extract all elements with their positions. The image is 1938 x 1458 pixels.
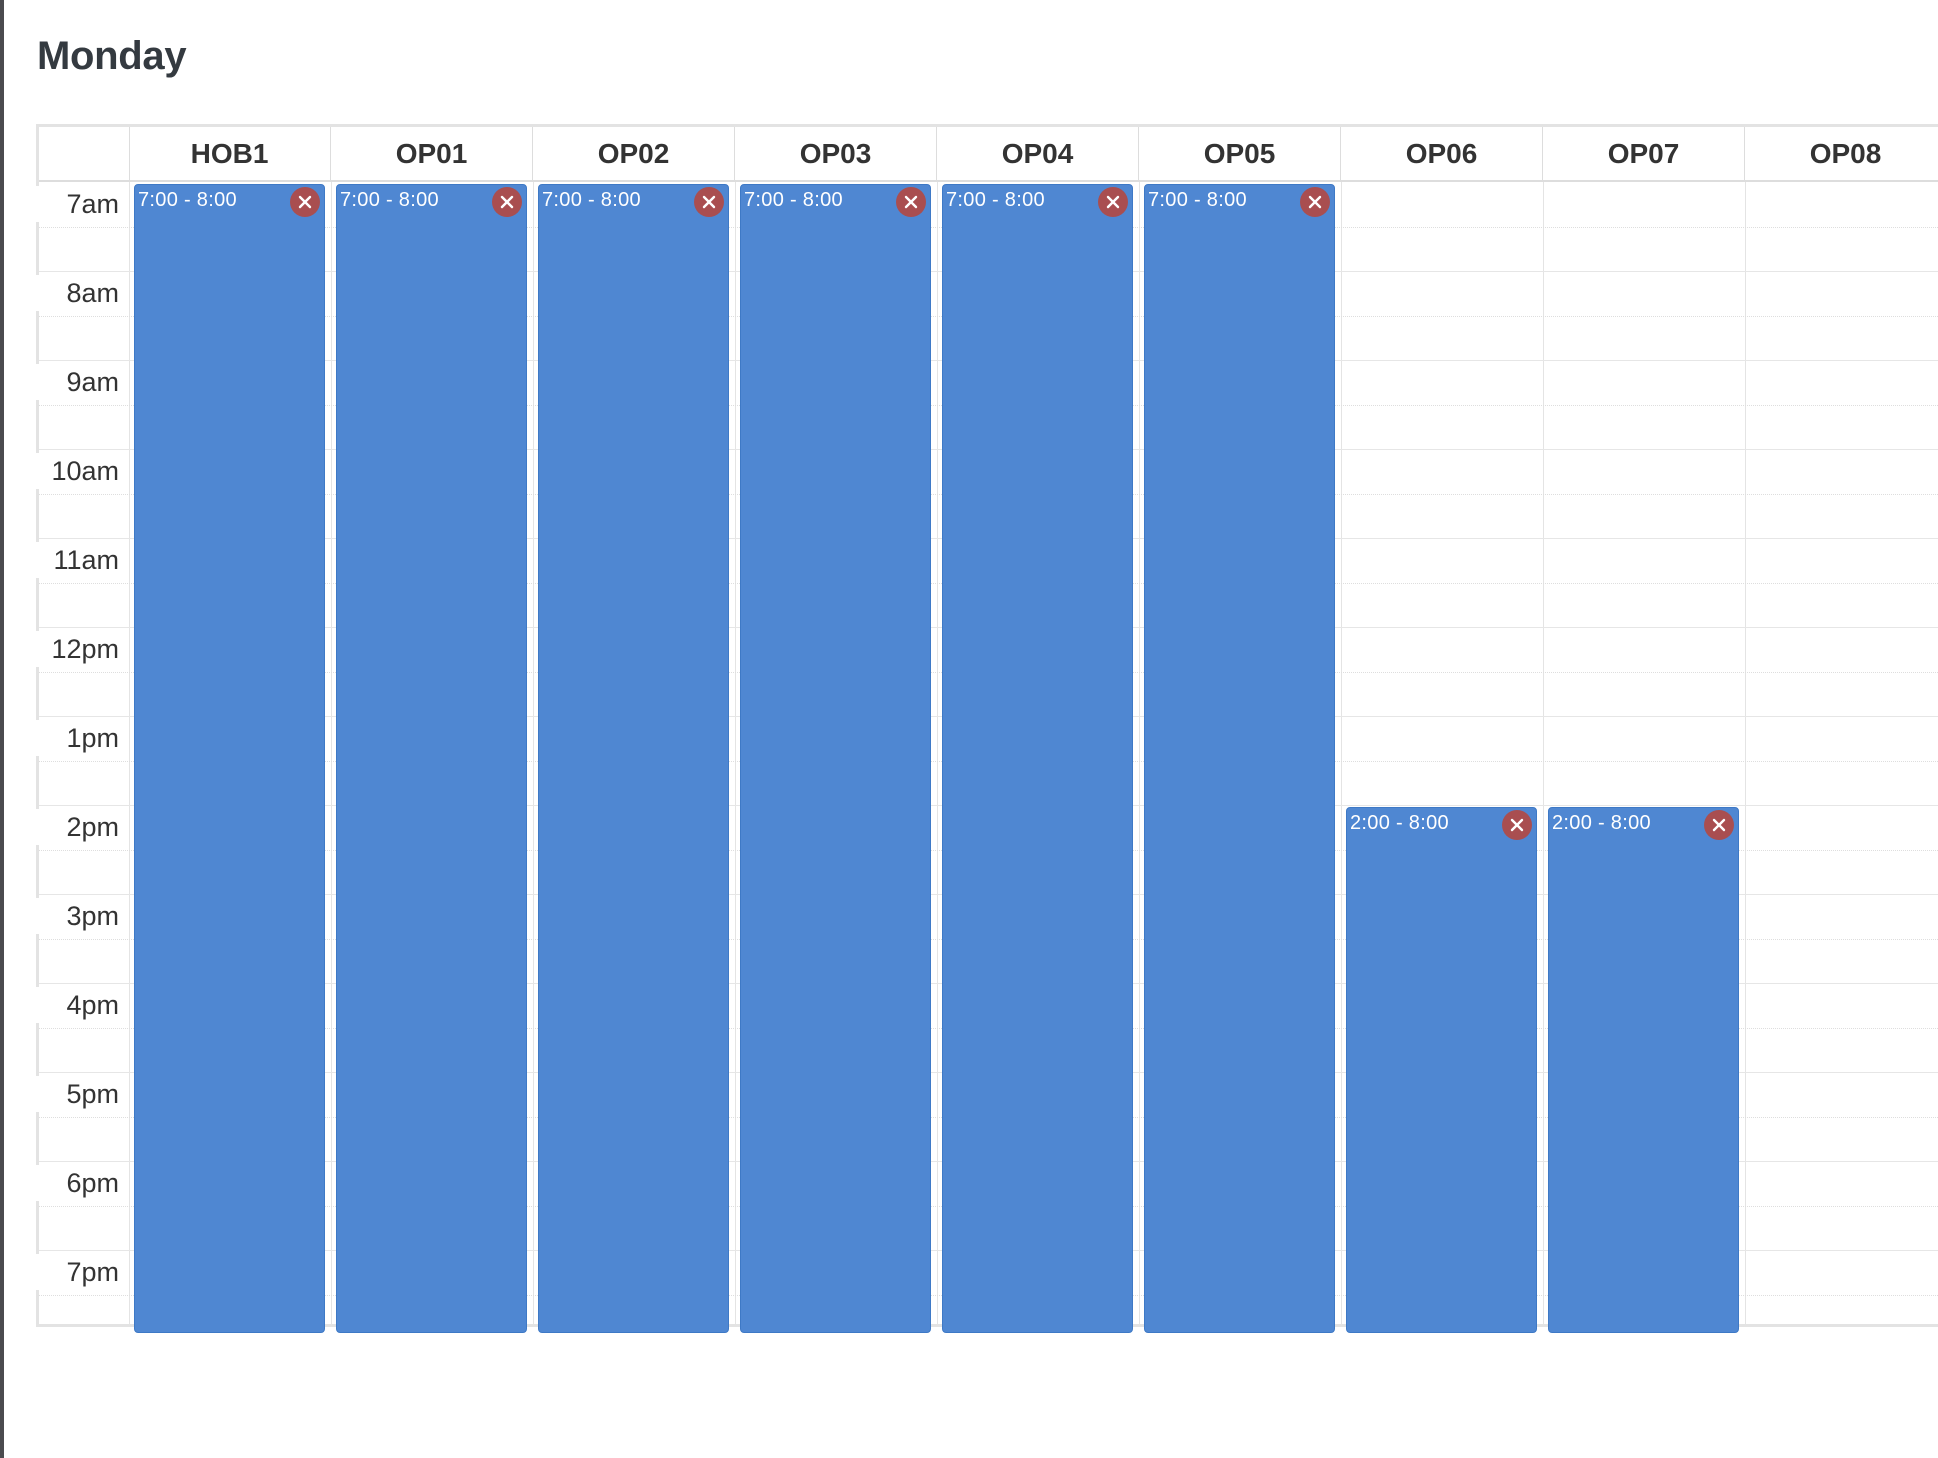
close-icon[interactable] [492, 187, 522, 217]
column-divider [129, 182, 130, 1324]
event-time-label: 7:00 - 8:00 [744, 189, 843, 211]
column-header-op03: OP03 [735, 127, 937, 180]
time-label-7pm: 7pm [34, 1254, 119, 1290]
event-time-label: 2:00 - 8:00 [1552, 812, 1651, 834]
column-header-op01: OP01 [331, 127, 533, 180]
column-divider [937, 182, 938, 1324]
calendar-header-row: HOB1 OP01 OP02 OP03 OP04 OP05 OP06 OP07 OP08 [39, 127, 1938, 182]
close-icon[interactable] [1300, 187, 1330, 217]
event-time-label: 7:00 - 8:00 [542, 189, 641, 211]
event-block-op07[interactable]: 2:00 - 8:00 [1548, 807, 1739, 1333]
column-divider [533, 182, 534, 1324]
time-label-8am: 8am [34, 275, 119, 311]
event-block-op02[interactable]: 7:00 - 8:00 [538, 184, 729, 1333]
event-time-label: 7:00 - 8:00 [946, 189, 1045, 211]
close-icon[interactable] [1502, 810, 1532, 840]
close-icon[interactable] [1098, 187, 1128, 217]
time-label-3pm: 3pm [34, 898, 119, 934]
close-icon[interactable] [896, 187, 926, 217]
window-left-edge [0, 0, 4, 1458]
time-label-10am: 10am [34, 453, 119, 489]
time-label-4pm: 4pm [34, 987, 119, 1023]
page-title: Monday [37, 34, 187, 78]
column-divider [1341, 182, 1342, 1324]
event-block-hob1[interactable]: 7:00 - 8:00 [134, 184, 325, 1333]
column-header-op04: OP04 [937, 127, 1139, 180]
column-divider [1745, 182, 1746, 1324]
time-axis: 7am 8am 9am 10am 11am 12pm 1pm 2pm 3pm 4pm 5pm 6pm 7… [34, 182, 130, 1324]
column-header-hob1: HOB1 [129, 127, 331, 180]
column-header-op07: OP07 [1543, 127, 1745, 180]
column-header-op06: OP06 [1341, 127, 1543, 180]
time-label-9am: 9am [34, 364, 119, 400]
event-time-label: 2:00 - 8:00 [1350, 812, 1449, 834]
event-time-label: 7:00 - 8:00 [138, 189, 237, 211]
time-label-6pm: 6pm [34, 1165, 119, 1201]
event-block-op04[interactable]: 7:00 - 8:00 [942, 184, 1133, 1333]
column-divider [1543, 182, 1544, 1324]
time-label-1pm: 1pm [34, 720, 119, 756]
column-header-op08: OP08 [1745, 127, 1938, 180]
time-label-11am: 11am [34, 542, 119, 578]
event-time-label: 7:00 - 8:00 [340, 189, 439, 211]
time-axis-header [39, 127, 130, 180]
close-icon[interactable] [1704, 810, 1734, 840]
column-divider [331, 182, 332, 1324]
column-divider [1139, 182, 1140, 1324]
close-icon[interactable] [290, 187, 320, 217]
event-block-op03[interactable]: 7:00 - 8:00 [740, 184, 931, 1333]
time-label-2pm: 2pm [34, 809, 119, 845]
event-block-op06[interactable]: 2:00 - 8:00 [1346, 807, 1537, 1333]
time-label-5pm: 5pm [34, 1076, 119, 1112]
column-divider [735, 182, 736, 1324]
event-block-op01[interactable]: 7:00 - 8:00 [336, 184, 527, 1333]
column-header-op05: OP05 [1139, 127, 1341, 180]
column-header-op02: OP02 [533, 127, 735, 180]
calendar-time-grid[interactable]: 7am 8am 9am 10am 11am 12pm 1pm 2pm 3pm 4pm 5pm 6pm 7… [34, 182, 1938, 1333]
close-icon[interactable] [694, 187, 724, 217]
time-label-7am: 7am [34, 186, 119, 222]
time-label-12pm: 12pm [34, 631, 119, 667]
event-time-label: 7:00 - 8:00 [1148, 189, 1247, 211]
event-block-op05[interactable]: 7:00 - 8:00 [1144, 184, 1335, 1333]
resource-day-calendar: HOB1 OP01 OP02 OP03 OP04 OP05 OP06 OP07 OP08 7am… [34, 124, 1938, 1333]
